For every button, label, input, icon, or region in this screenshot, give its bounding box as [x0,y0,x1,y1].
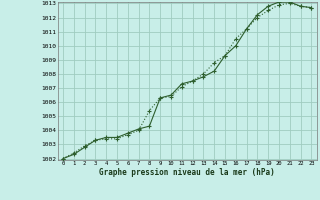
X-axis label: Graphe pression niveau de la mer (hPa): Graphe pression niveau de la mer (hPa) [99,168,275,177]
